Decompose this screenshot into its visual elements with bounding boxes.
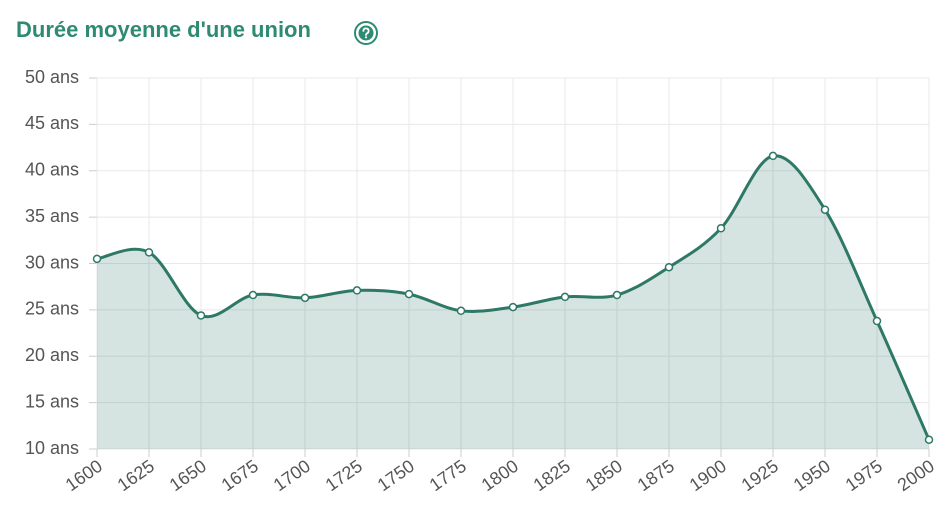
y-tick-label: 20 ans [25, 345, 79, 365]
x-tick-label: 1725 [322, 456, 366, 495]
x-tick-label: 1625 [114, 456, 158, 495]
y-tick-label: 35 ans [25, 206, 79, 226]
x-tick-label: 1750 [374, 456, 418, 495]
x-tick-label: 1875 [634, 456, 678, 495]
point [612, 290, 622, 300]
point [300, 293, 310, 303]
x-tick-label: 1800 [478, 456, 522, 495]
y-tick-label: 40 ans [25, 160, 79, 180]
x-tick-label: 1600 [62, 456, 106, 495]
point [144, 248, 154, 257]
point [768, 151, 778, 161]
point [872, 316, 882, 326]
y-tick-label: 15 ans [25, 391, 79, 411]
point [248, 290, 258, 300]
x-tick-label: 2000 [894, 456, 938, 495]
point [404, 289, 414, 299]
x-tick-label: 1925 [738, 456, 782, 495]
point [196, 311, 206, 320]
y-tick-label: 50 ans [25, 67, 79, 87]
help-icon[interactable] [354, 21, 378, 45]
x-tick-label: 1850 [582, 456, 626, 495]
point [456, 306, 466, 316]
point [924, 435, 934, 444]
x-tick-label: 1825 [530, 456, 574, 495]
y-tick-label: 25 ans [25, 299, 79, 319]
point [508, 302, 518, 312]
point [664, 262, 674, 272]
x-tick-label: 1650 [166, 456, 210, 495]
y-tick-label: 45 ans [25, 113, 79, 133]
x-tick-label: 1900 [686, 456, 730, 495]
point [560, 292, 570, 302]
point [352, 286, 362, 295]
x-tick-label: 1700 [270, 456, 314, 495]
point [820, 205, 830, 214]
x-tick-label: 1775 [426, 456, 470, 495]
point [716, 224, 726, 233]
x-tick-label: 1675 [218, 456, 262, 495]
y-tick-label: 10 ans [25, 438, 79, 458]
chart-title: Durée moyenne d'une union [16, 17, 311, 42]
point [92, 254, 102, 264]
x-tick-label: 1975 [842, 456, 886, 495]
x-tick-label: 1950 [790, 456, 834, 495]
y-tick-label: 30 ans [25, 252, 79, 272]
